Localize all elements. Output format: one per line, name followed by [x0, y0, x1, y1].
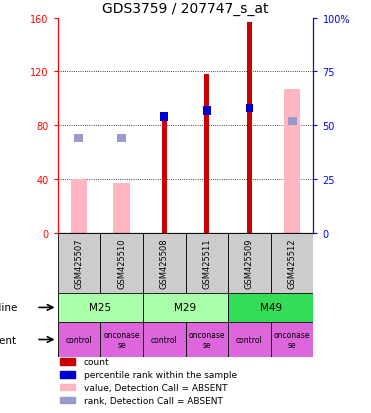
Text: value, Detection Call = ABSENT: value, Detection Call = ABSENT — [84, 383, 227, 392]
Bar — [284, 90, 300, 233]
Text: count: count — [84, 357, 109, 366]
Bar — [143, 293, 228, 322]
Bar — [271, 233, 313, 293]
Text: percentile rank within the sample: percentile rank within the sample — [84, 370, 237, 379]
Text: control: control — [151, 335, 178, 344]
Text: agent: agent — [0, 335, 17, 345]
Bar — [60, 384, 75, 391]
Text: cell line: cell line — [0, 303, 17, 313]
Text: rank, Detection Call = ABSENT: rank, Detection Call = ABSENT — [84, 396, 223, 405]
Text: GSM425512: GSM425512 — [288, 238, 297, 289]
Title: GDS3759 / 207747_s_at: GDS3759 / 207747_s_at — [102, 2, 269, 16]
Text: M25: M25 — [89, 303, 111, 313]
Bar — [228, 233, 271, 293]
Text: control: control — [236, 335, 263, 344]
Text: control: control — [65, 335, 92, 344]
Bar — [186, 233, 228, 293]
Bar — [117, 135, 126, 143]
Bar — [60, 371, 75, 377]
Bar — [58, 293, 143, 322]
Bar — [143, 233, 186, 293]
Bar — [160, 113, 168, 122]
Bar — [246, 104, 253, 113]
Text: onconase
se: onconase se — [188, 330, 225, 349]
Bar — [162, 118, 167, 233]
Text: GSM425508: GSM425508 — [160, 238, 169, 289]
Bar — [186, 322, 228, 357]
Bar — [74, 135, 83, 143]
Bar — [288, 117, 297, 126]
Text: GSM425509: GSM425509 — [245, 238, 254, 289]
Bar — [228, 293, 313, 322]
Bar — [71, 180, 87, 233]
Bar — [60, 358, 75, 365]
Bar — [143, 322, 186, 357]
Text: M29: M29 — [174, 303, 197, 313]
Text: M49: M49 — [260, 303, 282, 313]
Text: onconase
se: onconase se — [103, 330, 140, 349]
Text: GSM425507: GSM425507 — [74, 238, 83, 289]
Bar — [247, 23, 252, 233]
Bar — [58, 322, 100, 357]
Text: GSM425510: GSM425510 — [117, 238, 126, 289]
Bar — [228, 322, 271, 357]
Bar — [58, 233, 100, 293]
Bar — [100, 233, 143, 293]
Text: GSM425511: GSM425511 — [202, 238, 211, 289]
Bar — [271, 322, 313, 357]
Bar — [100, 322, 143, 357]
Bar — [203, 107, 211, 115]
Text: onconase
se: onconase se — [274, 330, 311, 349]
Bar — [114, 184, 129, 233]
Bar — [60, 397, 75, 404]
Bar — [204, 75, 209, 233]
